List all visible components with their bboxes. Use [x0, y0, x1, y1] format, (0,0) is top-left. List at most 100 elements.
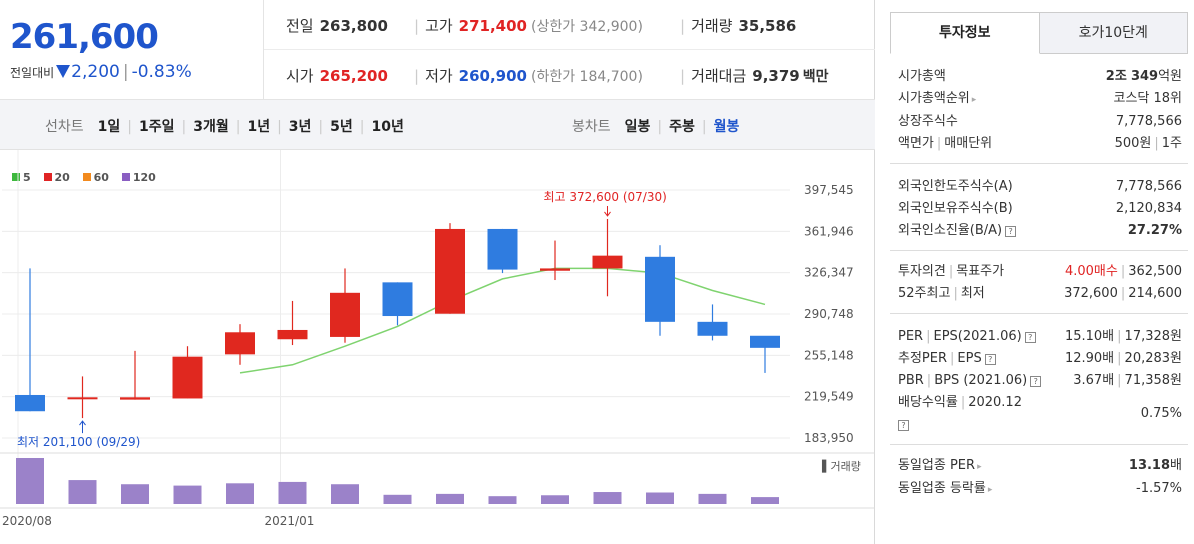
quote-trade-amount: | 거래대금 9,379 백만	[680, 67, 829, 85]
down-triangle-icon	[56, 65, 71, 78]
dividend-row: 배당수익률 | 2020.12? 0.75%	[898, 395, 1182, 431]
volume-bar	[751, 497, 779, 504]
volume-bar	[436, 493, 464, 504]
legend-swatch	[12, 173, 20, 181]
candle-body	[435, 228, 465, 314]
period-3m[interactable]: 3개월	[193, 119, 229, 135]
y-tick-label: 183,950	[804, 431, 854, 445]
volume-bar	[383, 494, 412, 504]
x-tick-label: 2021/01	[265, 514, 315, 528]
y-tick-label: 290,748	[804, 307, 854, 321]
opinion-section: 투자의견 | 목표주가 4.00매수 | 362,500 52주최고 | 최저 372,60…	[890, 251, 1188, 314]
candle-daily[interactable]: 일봉	[624, 119, 651, 135]
period-1d[interactable]: 1일	[97, 119, 121, 135]
line-chart-title: 선차트	[45, 119, 84, 135]
candle-body	[645, 256, 675, 322]
quote-high: | 고가 271,400 (상한가 342,900)	[414, 17, 643, 35]
est-per-row: 추정PER | EPS? 12.90배 | 20,283원	[898, 351, 1182, 366]
quote-open: 시가 265,200	[286, 67, 388, 85]
candle-body	[172, 356, 203, 399]
period-3y[interactable]: 3년	[288, 119, 312, 135]
volume-bar	[331, 484, 359, 504]
period-5y[interactable]: 5년	[330, 119, 353, 135]
y-tick-label: 397,545	[804, 183, 854, 197]
y-tick-label: 255,148	[804, 348, 854, 362]
legend-ma120[interactable]: 120	[121, 171, 156, 184]
candle-weekly[interactable]: 주봉	[669, 119, 695, 135]
candle-monthly[interactable]: 월봉	[713, 119, 740, 135]
market-cap-section: 시가총액 2조 349억원 시가총액순위 ▸ 코스닥 18위 상장주식수 7,77…	[890, 54, 1188, 164]
candle-body	[540, 268, 570, 271]
quote-low: | 저가 260,900 (하한가 184,700)	[414, 67, 643, 85]
candle-body	[487, 228, 518, 270]
52week-row: 52주최고 | 최저 372,600 | 214,600	[898, 286, 1182, 301]
period-1y[interactable]: 1년	[247, 119, 271, 135]
volume-bar	[541, 495, 569, 504]
candle-body	[330, 292, 360, 337]
volume-bar	[68, 480, 97, 504]
price-summary: 261,600 전일대비 2,200 | -0.83%	[0, 0, 264, 100]
candle-body	[277, 329, 308, 340]
x-tick-label: 2020/08	[2, 514, 52, 528]
change-label: 전일대비	[10, 66, 55, 80]
market-cap-rank-row[interactable]: 시가총액순위 ▸ 코스닥 18위	[898, 91, 1182, 106]
tab-order-book[interactable]: 호가10단계	[1039, 12, 1188, 54]
quote-table: 전일 263,800 | 고가 271,400 (상한가 342,900) | 거래량 35…	[264, 0, 875, 100]
legend-swatch	[121, 173, 130, 181]
volume-bar	[121, 484, 149, 504]
market-cap-row: 시가총액 2조 349억원	[898, 69, 1182, 84]
quote-prev-close: 전일 263,800	[286, 17, 388, 35]
y-tick-label: 219,549	[804, 390, 854, 404]
help-icon[interactable]: ?	[1030, 376, 1042, 387]
help-icon[interactable]: ?	[984, 354, 996, 365]
chevron-right-icon: ▸	[977, 462, 982, 472]
help-icon[interactable]: ?	[898, 420, 909, 431]
quote-row: 전일 263,800 | 고가 271,400 (상한가 342,900) | 거래량 35…	[264, 0, 875, 50]
change-percent: -0.83%	[131, 62, 192, 82]
per-row: PER | EPS(2021.06)? 15.10배 | 17,328원	[898, 329, 1182, 344]
industry-change-row[interactable]: 동일업종 등락률 ▸ -1.57%	[898, 481, 1182, 496]
valuation-section: PER | EPS(2021.06)? 15.10배 | 17,328원 추정PER | E…	[890, 314, 1188, 445]
chevron-right-icon: ▸	[971, 95, 977, 105]
opinion-row: 투자의견 | 목표주가 4.00매수 | 362,500	[898, 264, 1182, 279]
volume-bar	[646, 492, 674, 504]
industry-section: 동일업종 PER ▸ 13.18배 동일업종 등락률 ▸ -1.57%	[890, 445, 1188, 509]
y-tick-label: 326,347	[804, 266, 854, 280]
line-chart-periods: 선차트 1일 | 1주일 | 3개월 | 1년 | 3년 | 5년 | 10년	[45, 119, 404, 135]
legend-ma60[interactable]: 60	[82, 171, 109, 184]
period-10y[interactable]: 10년	[371, 119, 404, 135]
chevron-right-icon: ▸	[987, 485, 993, 495]
candle-body	[697, 321, 728, 336]
industry-per-row[interactable]: 동일업종 PER ▸ 13.18배	[898, 458, 1182, 473]
current-price: 261,600	[10, 17, 159, 57]
candle-body	[15, 394, 45, 412]
volume-bar	[278, 481, 307, 504]
foreign-section: 외국인한도주식수(A) 7,778,566 외국인보유주식수(B) 2,120,…	[890, 164, 1188, 251]
volume-label: ▌거래량	[821, 459, 861, 473]
legend-ma5[interactable]: 5	[12, 171, 31, 184]
period-selector: 선차트 1일 | 1주일 | 3개월 | 1년 | 3년 | 5년 | 10년 봉차트 일봉 | 주봉 | 월봉	[0, 100, 875, 150]
pbr-row: PBR | BPS (2021.06)? 3.67배 | 71,358원	[898, 373, 1182, 388]
candle-body	[120, 397, 150, 400]
y-tick-label: 361,946	[804, 224, 854, 238]
volume-bar	[226, 483, 254, 504]
candle-body	[67, 397, 98, 400]
foreign-limit-row: 외국인한도주식수(A) 7,778,566	[898, 179, 1182, 194]
volume-bar	[698, 493, 727, 504]
volume-bar	[593, 492, 622, 504]
candle-body	[382, 282, 413, 317]
help-icon[interactable]: ?	[1024, 332, 1036, 343]
low-annotation: 최저 201,100 (09/29)	[17, 435, 140, 449]
candle-body	[750, 335, 780, 348]
legend-ma20[interactable]: 20	[43, 171, 70, 184]
candle-body	[592, 255, 623, 269]
tab-investment-info[interactable]: 투자정보	[890, 12, 1040, 54]
help-icon[interactable]: ?	[1005, 226, 1017, 237]
chart-panel: 261,600 전일대비 2,200 | -0.83% 전일 263,800 | 고가 27…	[0, 0, 875, 544]
low-arrowhead-icon	[79, 420, 86, 426]
volume-bar	[488, 496, 517, 504]
volume-bar	[173, 485, 202, 504]
period-1w[interactable]: 1주일	[138, 119, 175, 135]
change-value: 2,200	[71, 62, 120, 82]
legend-swatch	[43, 173, 52, 181]
